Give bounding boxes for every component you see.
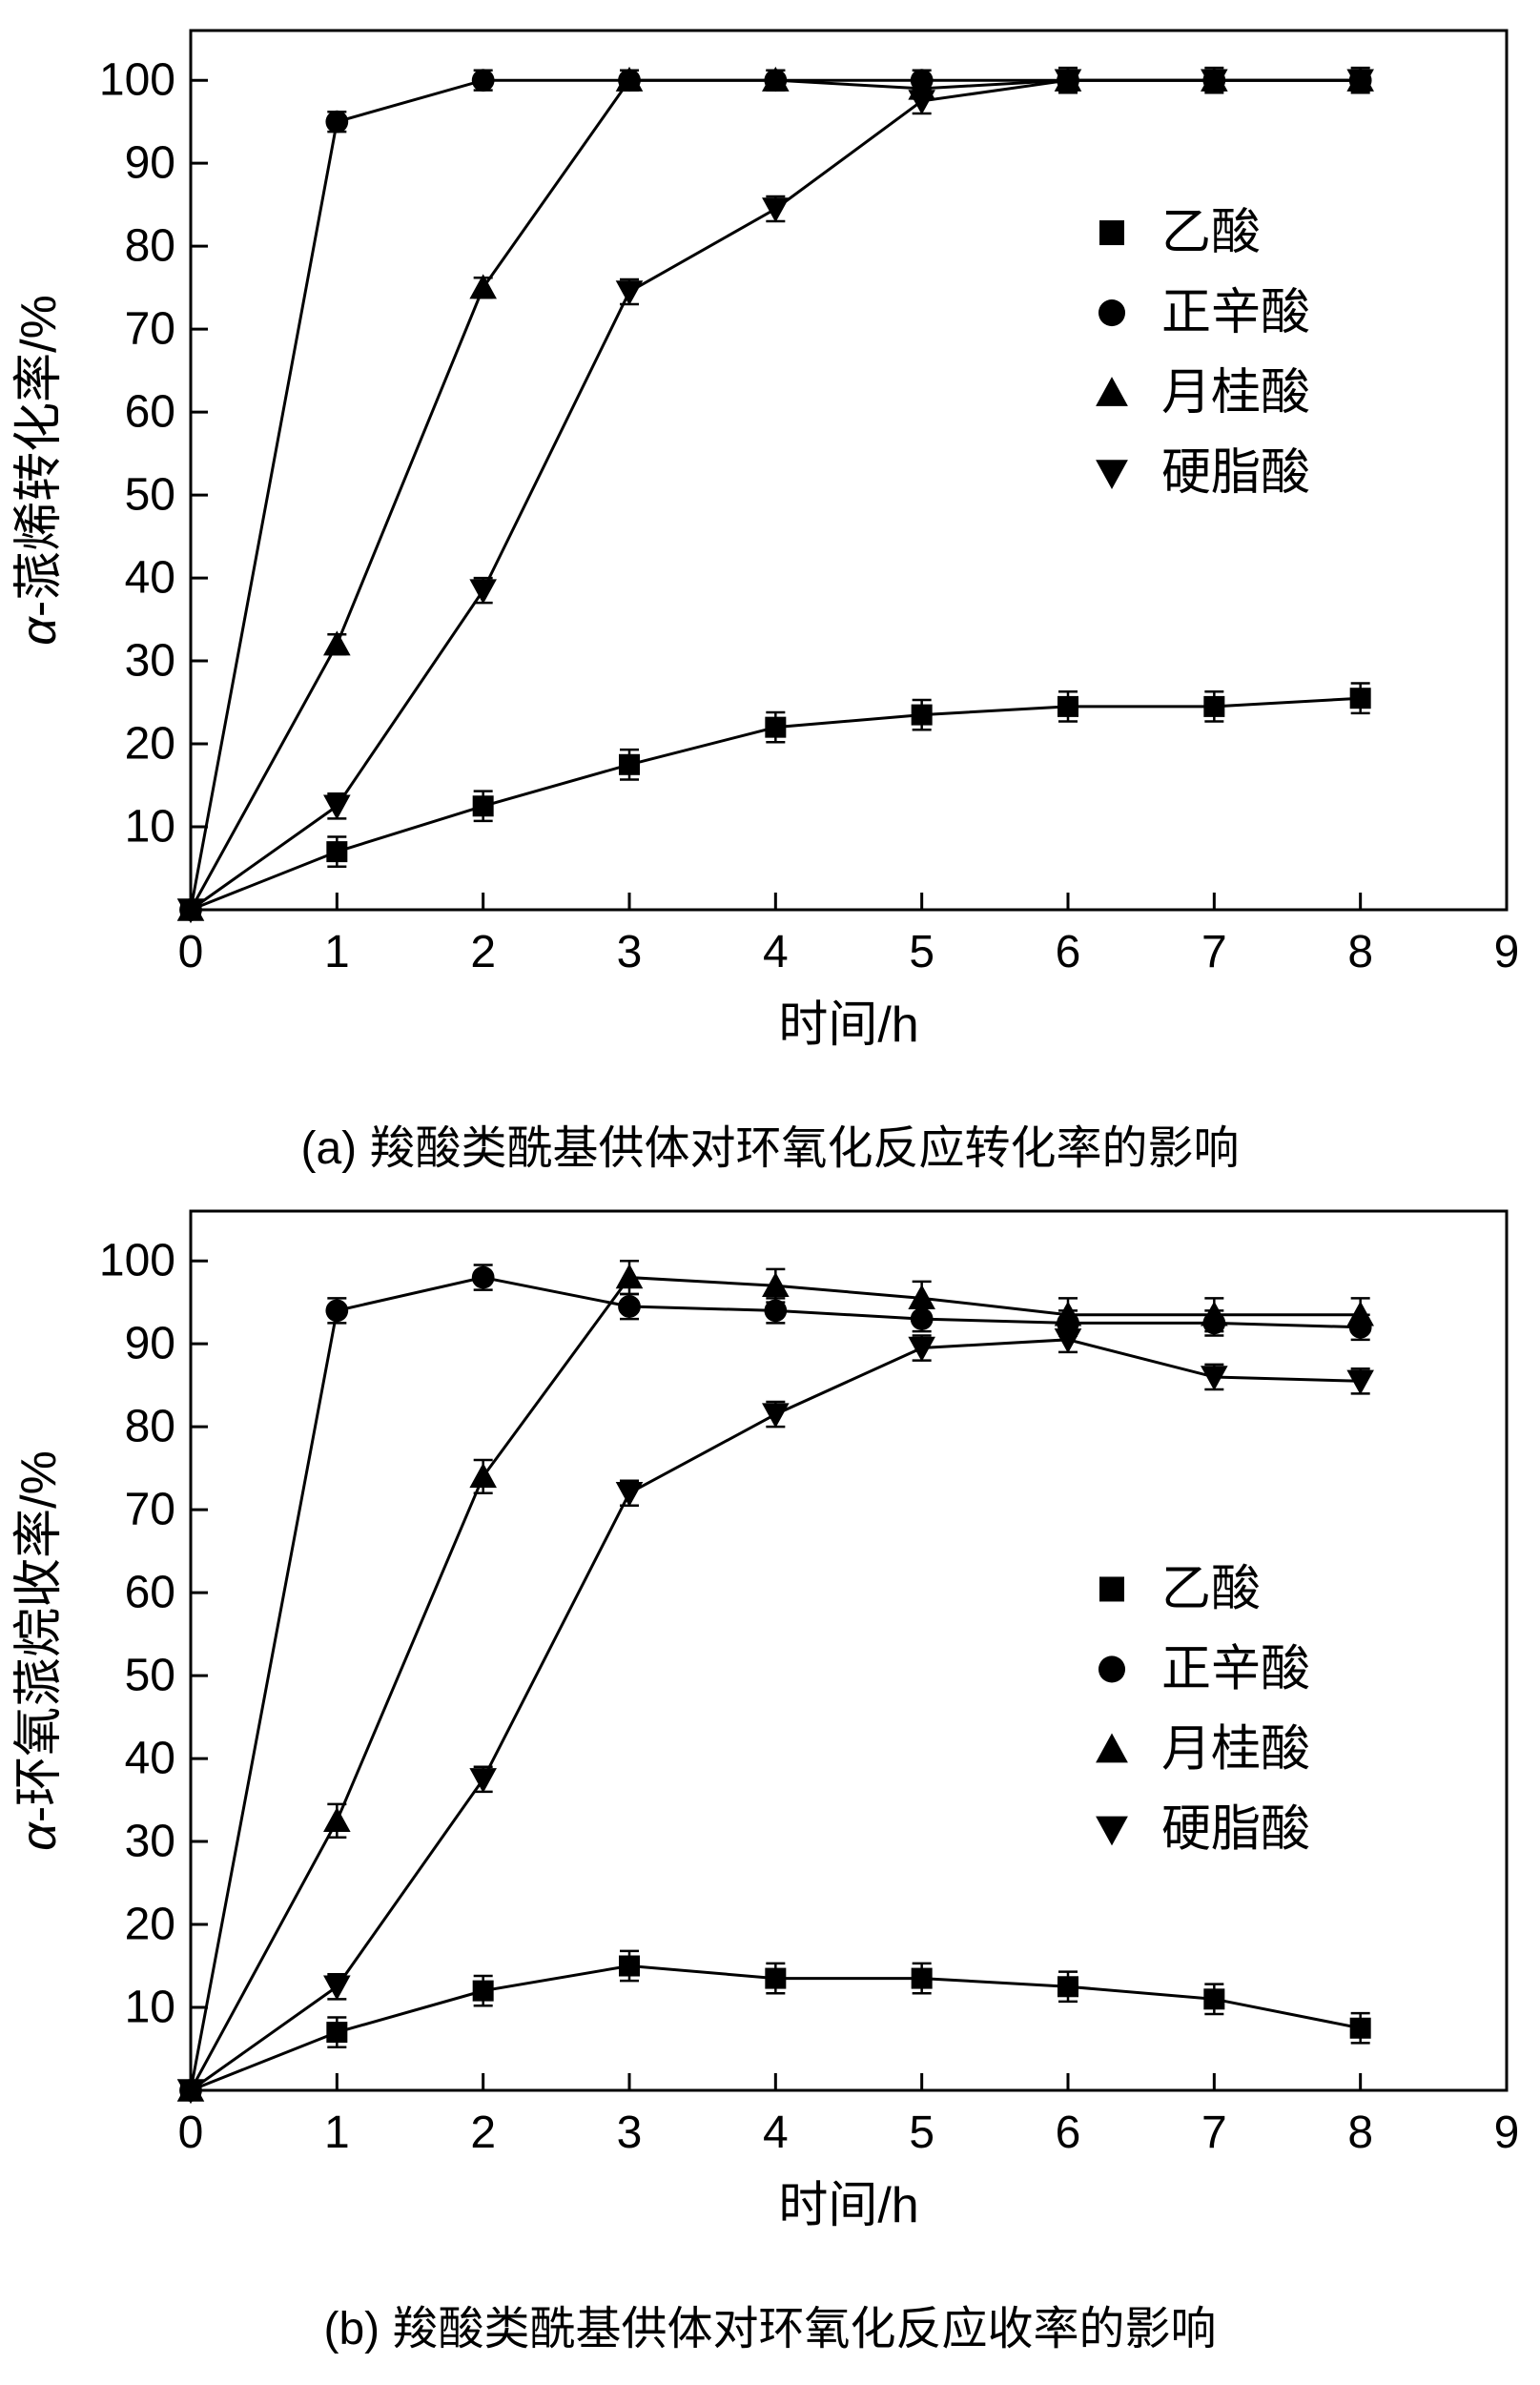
chart-b-canvas: 10 20 30 40 50 60 70 80 90 100 0 1 2 3 4 5 6 7 8 9 时间/h α-环氧蒎… <box>11 1209 1520 2233</box>
svg-text:α-蒎烯转化率/%: α-蒎烯转化率/% <box>11 295 67 646</box>
svg-text:2: 2 <box>470 927 496 977</box>
svg-text:90: 90 <box>125 1318 175 1368</box>
svg-text:6: 6 <box>1056 2107 1081 2158</box>
chart-a: 10 20 30 40 50 60 70 80 90 100 0 1 2 3 4 5 6 7 8 9 时间/h α-蒎烯转… <box>0 4 1540 1177</box>
svg-text:α-环氧蒎烷收率/%: α-环氧蒎烷收率/% <box>11 1450 67 1851</box>
series-points-3 <box>176 1326 1374 2104</box>
svg-text:0: 0 <box>178 927 204 977</box>
svg-text:30: 30 <box>125 1816 175 1866</box>
svg-text:80: 80 <box>125 221 175 272</box>
series-points-3 <box>176 66 1374 924</box>
svg-text:60: 60 <box>125 1567 175 1617</box>
svg-text:9: 9 <box>1494 2107 1520 2158</box>
series-points-2 <box>176 1259 1374 2102</box>
svg-text:90: 90 <box>125 138 175 189</box>
svg-text:2: 2 <box>470 2107 496 2158</box>
svg-text:7: 7 <box>1201 927 1227 977</box>
svg-text:乙酸: 乙酸 <box>1161 1561 1261 1616</box>
svg-text:3: 3 <box>617 927 643 977</box>
svg-text:40: 40 <box>125 553 175 604</box>
svg-text:0: 0 <box>178 2107 204 2158</box>
svg-text:70: 70 <box>125 1484 175 1534</box>
chart-a-caption: (a) 羧酸类酰基供体对环氧化反应转化率的影响 <box>300 1123 1240 1174</box>
svg-text:70: 70 <box>125 304 175 355</box>
svg-text:100: 100 <box>99 1235 175 1285</box>
svg-text:50: 50 <box>125 470 175 521</box>
svg-text:时间/h: 时间/h <box>778 997 918 1053</box>
svg-text:50: 50 <box>125 1650 175 1700</box>
svg-text:30: 30 <box>125 636 175 687</box>
chart-b: 10 20 30 40 50 60 70 80 90 100 0 1 2 3 4 5 6 7 8 9 时间/h α-环氧蒎… <box>0 1184 1540 2357</box>
svg-text:5: 5 <box>909 2107 934 2158</box>
chart-a-canvas: 10 20 30 40 50 60 70 80 90 100 0 1 2 3 4 5 6 7 8 9 时间/h α-蒎烯转… <box>11 29 1520 1053</box>
svg-text:20: 20 <box>125 1899 175 1949</box>
svg-text:9: 9 <box>1494 927 1520 977</box>
svg-text:1: 1 <box>324 927 350 977</box>
svg-text:3: 3 <box>617 2107 643 2158</box>
svg-text:时间/h: 时间/h <box>778 2178 918 2233</box>
svg-text:8: 8 <box>1347 2107 1373 2158</box>
svg-text:乙酸: 乙酸 <box>1161 205 1261 260</box>
svg-text:40: 40 <box>125 1733 175 1783</box>
svg-text:硬脂酸: 硬脂酸 <box>1161 1801 1310 1857</box>
svg-text:80: 80 <box>125 1401 175 1451</box>
axes: 10 20 30 40 50 60 70 80 90 100 0 1 2 3 4 5 6 7 8 9 时间/h α-环氧蒎… <box>11 1209 1520 2233</box>
chart-b-caption: (b) 羧酸类酰基供体对环氧化反应收率的影响 <box>323 2303 1217 2354</box>
svg-text:60: 60 <box>125 387 175 438</box>
svg-text:7: 7 <box>1201 2107 1227 2158</box>
series-points-0 <box>180 682 1371 920</box>
svg-text:100: 100 <box>99 55 175 106</box>
svg-text:月桂酸: 月桂酸 <box>1161 1721 1310 1777</box>
svg-text:6: 6 <box>1056 927 1081 977</box>
svg-text:4: 4 <box>763 927 789 977</box>
svg-text:10: 10 <box>125 802 175 853</box>
svg-text:正辛酸: 正辛酸 <box>1161 285 1310 340</box>
svg-text:10: 10 <box>125 1982 175 2032</box>
svg-text:5: 5 <box>909 927 934 977</box>
svg-text:1: 1 <box>324 2107 350 2158</box>
svg-text:正辛酸: 正辛酸 <box>1161 1641 1310 1696</box>
axes: 10 20 30 40 50 60 70 80 90 100 0 1 2 3 4 5 6 7 8 9 时间/h α-蒎烯转… <box>11 29 1520 1053</box>
svg-text:8: 8 <box>1347 927 1373 977</box>
svg-text:月桂酸: 月桂酸 <box>1161 365 1310 421</box>
svg-text:20: 20 <box>125 719 175 770</box>
svg-text:4: 4 <box>763 2107 789 2158</box>
svg-text:硬脂酸: 硬脂酸 <box>1161 445 1310 501</box>
